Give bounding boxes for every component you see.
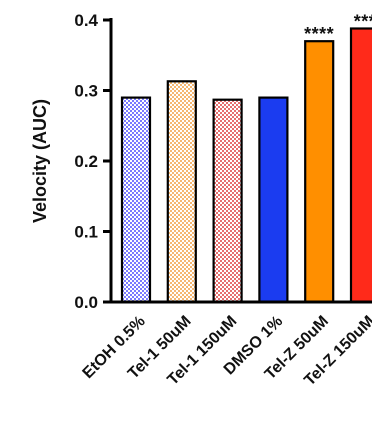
bar-2	[166, 80, 197, 304]
bar-6	[349, 27, 372, 304]
y-tick-label: 0.2	[74, 152, 98, 171]
y-tick-label: 0.0	[74, 293, 98, 312]
significance-label: ***	[354, 12, 372, 32]
y-axis-label: Velocity (AUC)	[30, 99, 50, 223]
bar-4	[258, 96, 289, 304]
bar-3	[212, 98, 243, 304]
bar-5	[304, 40, 335, 304]
y-tick-label: 0.4	[74, 11, 98, 30]
y-tick-label: 0.3	[74, 82, 98, 101]
y-tick-label: 0.1	[74, 223, 98, 242]
bar-1	[120, 96, 152, 304]
significance-label: ****	[304, 24, 334, 44]
